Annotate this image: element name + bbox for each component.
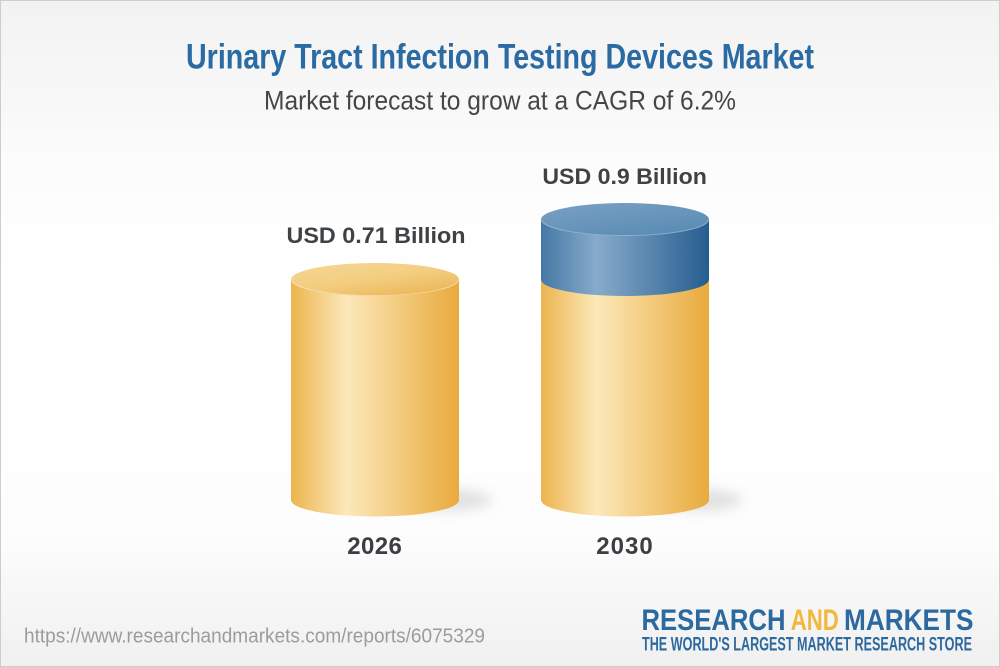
svg-text:AND: AND [791, 604, 839, 637]
svg-text:USD 0.9 Billion: USD 0.9 Billion [542, 164, 707, 189]
svg-text:Market forecast to grow at a C: Market forecast to grow at a CAGR of 6.2… [264, 86, 736, 116]
svg-text:2030: 2030 [596, 533, 653, 560]
svg-text:THE WORLD'S LARGEST MARKET RES: THE WORLD'S LARGEST MARKET RESEARCH STOR… [642, 635, 972, 656]
svg-text:USD 0.71 Billion: USD 0.71 Billion [287, 223, 466, 248]
svg-text:MARKETS: MARKETS [844, 604, 974, 637]
svg-text:Urinary Tract Infection Testin: Urinary Tract Infection Testing Devices … [186, 38, 814, 77]
svg-text:https://www.researchandmarkets: https://www.researchandmarkets.com/repor… [24, 626, 485, 648]
svg-text:2026: 2026 [347, 533, 402, 560]
svg-text:RESEARCH: RESEARCH [642, 604, 786, 637]
